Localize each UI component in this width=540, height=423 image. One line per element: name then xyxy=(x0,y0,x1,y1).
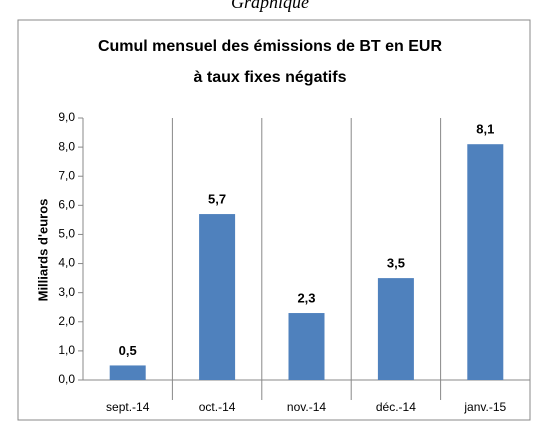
value-label: 2,3 xyxy=(297,290,315,305)
x-tick-label: nov.-14 xyxy=(287,400,326,414)
bar xyxy=(467,144,504,380)
x-tick-label: janv.-15 xyxy=(463,400,506,414)
y-tick-label: 8,0 xyxy=(58,139,75,153)
y-tick-label: 3,0 xyxy=(58,285,75,299)
value-label: 8,1 xyxy=(476,122,494,137)
y-axis-label: Milliards d'euros xyxy=(35,199,50,302)
chart-title: à taux fixes négatifs xyxy=(194,69,347,86)
x-tick-label: oct.-14 xyxy=(199,400,236,414)
y-tick-label: 9,0 xyxy=(58,110,75,124)
y-tick-label: 4,0 xyxy=(58,256,75,270)
y-tick-label: 5,0 xyxy=(58,227,75,241)
value-label: 5,7 xyxy=(208,192,226,207)
y-tick-label: 0,0 xyxy=(58,372,75,386)
bar xyxy=(109,365,146,380)
x-tick-label: sept.-14 xyxy=(106,400,150,414)
y-tick-label: 2,0 xyxy=(58,314,75,328)
x-tick-label: déc.-14 xyxy=(376,400,416,414)
y-tick-label: 7,0 xyxy=(58,168,75,182)
caption: Graphique xyxy=(231,0,309,12)
bar xyxy=(377,278,414,380)
bar xyxy=(199,214,236,380)
chart-title: Cumul mensuel des émissions de BT en EUR xyxy=(98,38,443,55)
value-label: 0,5 xyxy=(119,343,137,358)
value-label: 3,5 xyxy=(387,256,405,271)
y-tick-label: 1,0 xyxy=(58,343,75,357)
y-tick-label: 6,0 xyxy=(58,198,75,212)
bar xyxy=(288,313,325,380)
